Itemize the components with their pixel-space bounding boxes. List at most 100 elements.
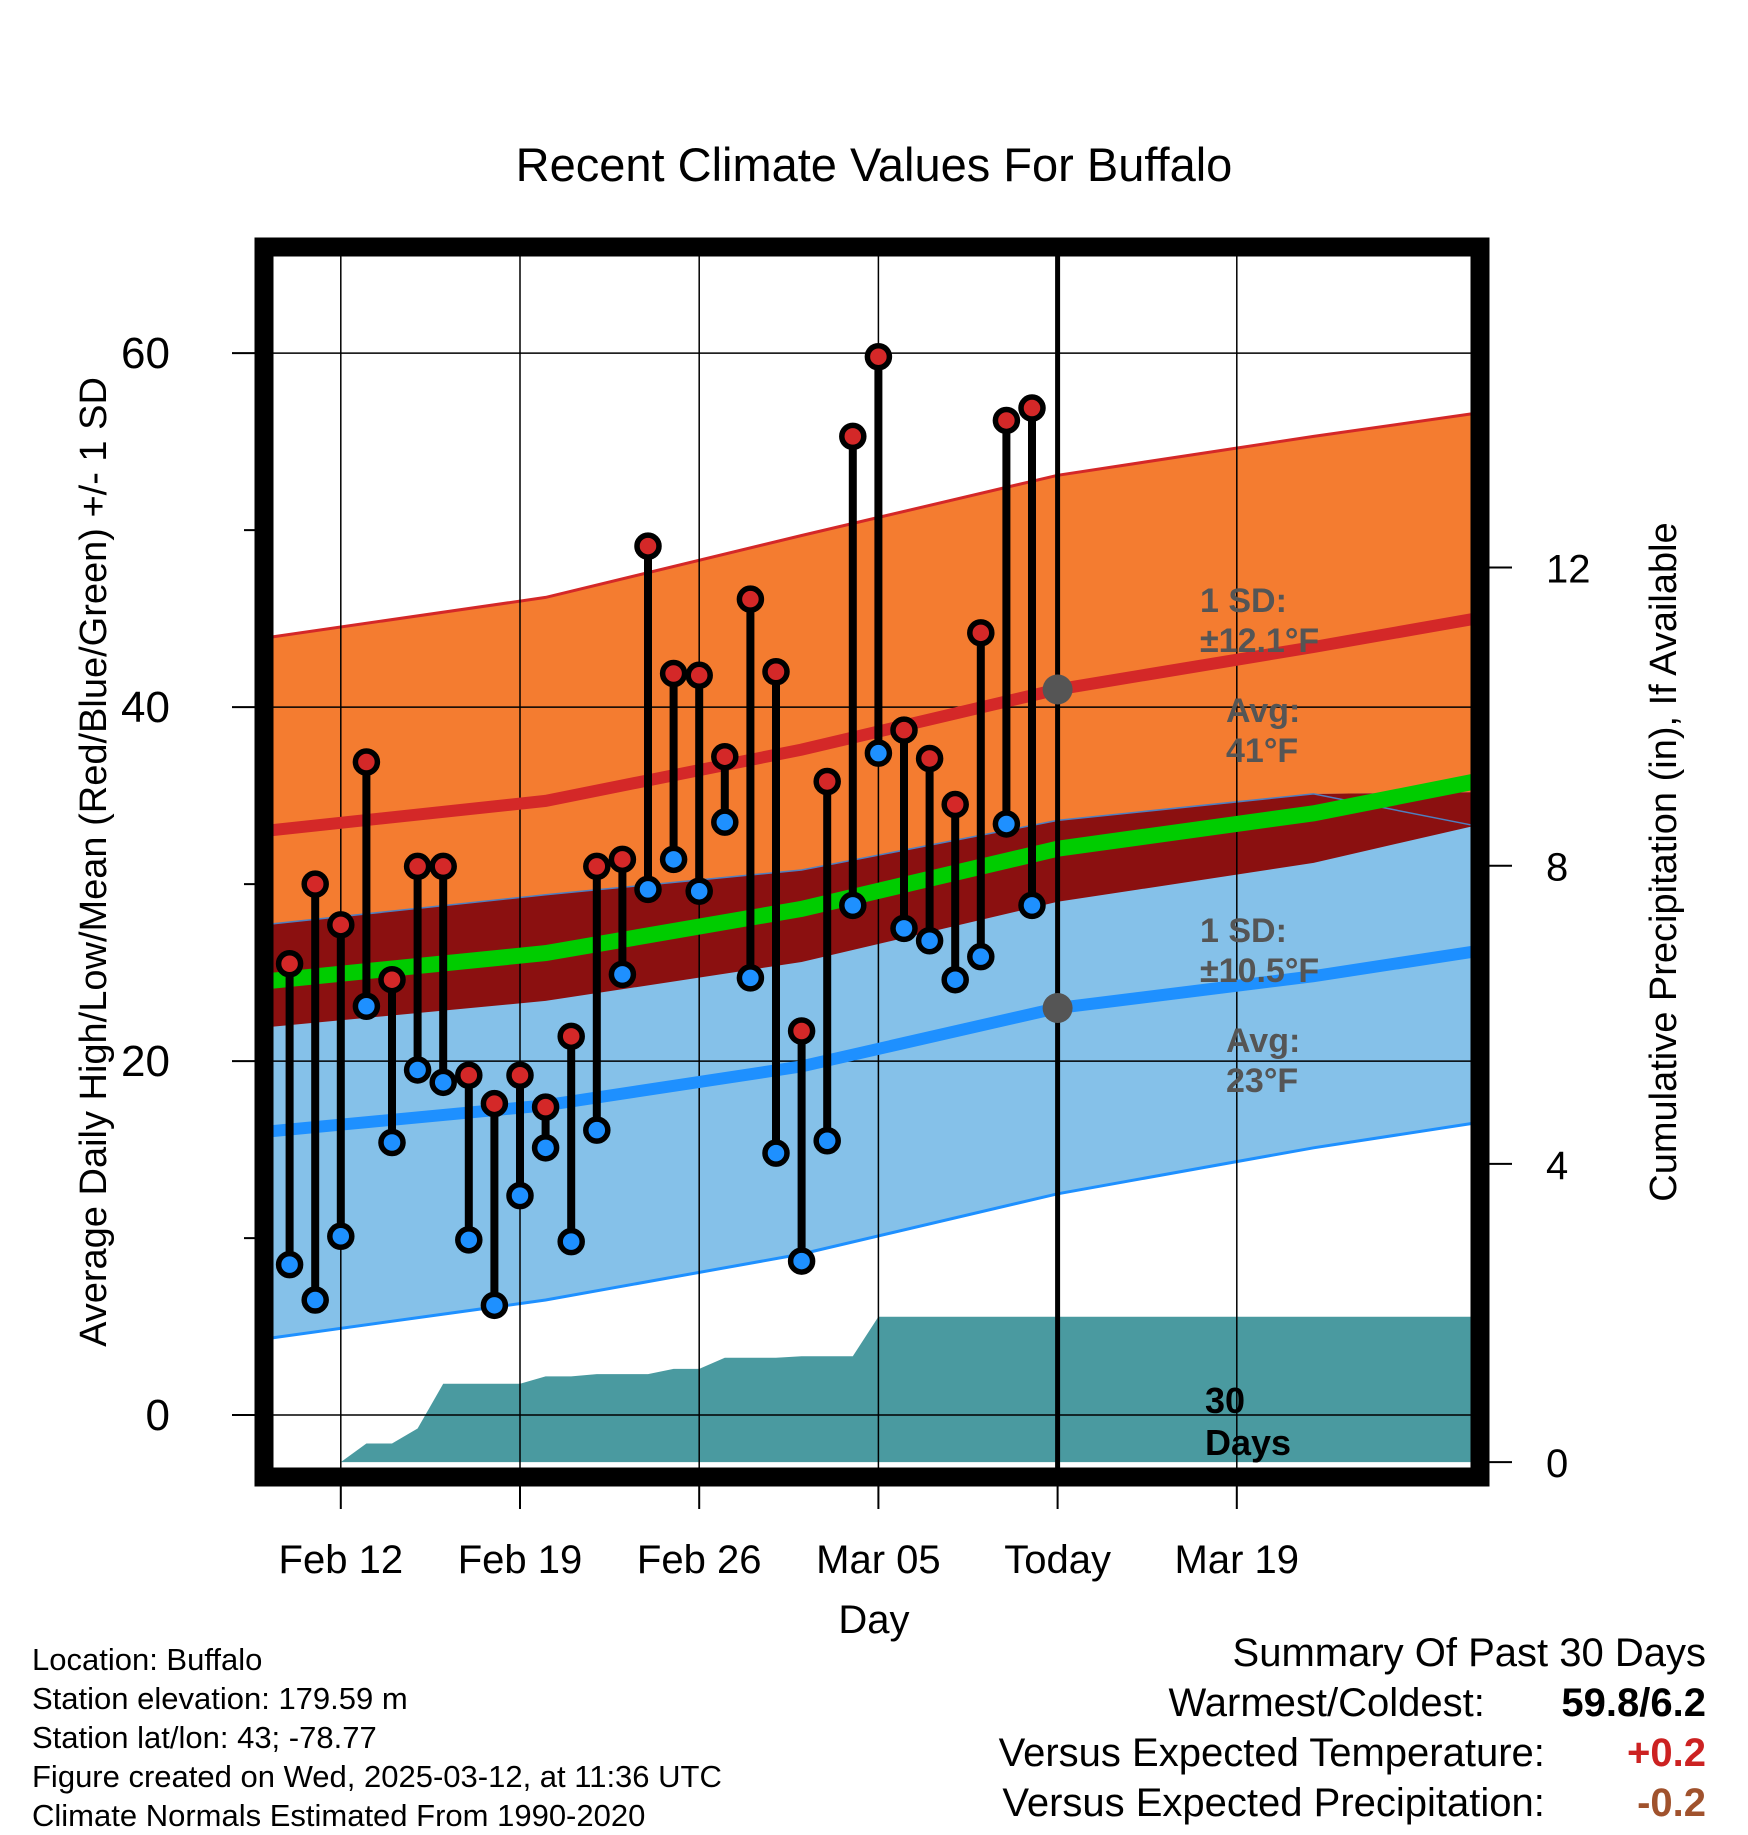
high-point — [711, 742, 739, 771]
y-tick-label: 60 — [121, 329, 170, 378]
low-point — [557, 1227, 585, 1256]
high-point — [275, 950, 304, 978]
high-point — [557, 1022, 585, 1051]
high-avg-title: Avg: — [1226, 692, 1300, 730]
latlon-text: Station lat/lon: 43; -78.77 — [32, 1720, 377, 1755]
x-tick-label: Mar 05 — [816, 1538, 941, 1582]
high-point — [506, 1061, 534, 1090]
high-point — [531, 1093, 560, 1121]
high-point — [1018, 394, 1046, 422]
y-tick-label: 40 — [121, 683, 170, 732]
y2-tick-label: 0 — [1546, 1442, 1568, 1486]
low-point — [608, 960, 637, 989]
x-tick-label: Today — [1004, 1538, 1111, 1582]
warm-cold-value: 59.8/6.2 — [1561, 1681, 1706, 1725]
low-point — [711, 808, 739, 836]
period-label-days: Days — [1205, 1422, 1291, 1463]
low-point — [762, 1139, 790, 1167]
summary-warm-cold: Warmest/Coldest: 59.8/6.2 — [999, 1678, 1707, 1728]
low-point — [941, 965, 969, 994]
precip-label: Versus Expected Precipitation: — [1002, 1781, 1545, 1825]
low-point — [455, 1226, 483, 1254]
x-tick-label: Mar 19 — [1175, 1538, 1300, 1582]
y2-tick-label: 12 — [1546, 548, 1591, 592]
high-point — [583, 852, 611, 881]
y2-tick-label: 8 — [1546, 846, 1568, 890]
low-point — [787, 1247, 816, 1275]
high-point — [941, 790, 969, 819]
high-sd-title: 1 SD: — [1200, 582, 1287, 620]
high-point — [403, 852, 432, 881]
summary-temp: Versus Expected Temperature: +0.2 — [999, 1728, 1706, 1778]
high-avg-value: 41°F — [1226, 732, 1298, 770]
low-point — [403, 1056, 432, 1084]
elevation-text: Station elevation: 179.59 m — [32, 1681, 408, 1716]
precip-value: -0.2 — [1637, 1781, 1706, 1825]
high-point — [839, 422, 867, 451]
high-point — [685, 661, 713, 690]
summary-title: Summary Of Past 30 Days — [1232, 1631, 1706, 1675]
high-avg-dot — [1042, 674, 1073, 705]
low-point — [864, 739, 893, 767]
axes: 0 20 40 60 0 4 8 12 Feb 12 Feb 19 Feb 26 Mar 05 Toda… — [121, 329, 1590, 1582]
high-normal-line — [264, 612, 1476, 837]
y2-axis-label: Cumulative Precipitation (in), If Availa… — [1643, 522, 1685, 1201]
y-axis-label: Average Daily High/Low/Mean (Red/Blue/Gr… — [73, 377, 115, 1347]
high-point — [864, 342, 893, 371]
high-point — [378, 965, 406, 994]
plot-frame — [254, 237, 1490, 1487]
low-point — [301, 1286, 329, 1314]
y-tick-label: 0 — [146, 1391, 170, 1440]
low-point — [967, 942, 995, 971]
location-text: Location: Buffalo — [32, 1642, 263, 1677]
low-avg-dot — [1042, 993, 1073, 1024]
y-tick-label: 20 — [121, 1037, 170, 1086]
low-point — [813, 1126, 841, 1155]
high-point — [762, 657, 790, 686]
today-marker — [1042, 247, 1073, 1477]
temp-value: +0.2 — [1627, 1731, 1706, 1775]
high-point — [352, 748, 381, 776]
high-point — [301, 870, 329, 898]
low-point — [839, 891, 867, 920]
station-info: Location: Buffalo Station elevation: 179… — [32, 1640, 722, 1835]
period-label-number: 30 — [1205, 1380, 1245, 1421]
high-point — [429, 852, 457, 881]
low-point — [992, 810, 1021, 838]
high-point — [634, 532, 662, 560]
low-sd-value: ±10.5°F — [1200, 952, 1319, 990]
precipitation-area — [340, 1316, 1475, 1463]
summary-precip: Versus Expected Precipitation: -0.2 — [999, 1778, 1706, 1828]
x-tick-label: Feb 26 — [637, 1538, 762, 1582]
normals-period-text: Climate Normals Estimated From 1990-2020 — [32, 1798, 646, 1833]
high-point — [480, 1089, 509, 1118]
daily-observations — [275, 342, 1046, 1320]
low-point — [659, 845, 688, 874]
high-point — [915, 744, 944, 773]
low-point — [583, 1116, 611, 1144]
x-axis-label: Day — [838, 1598, 909, 1642]
high-point — [787, 1017, 816, 1045]
low-avg-value: 23°F — [1226, 1062, 1298, 1100]
high-point — [967, 619, 995, 647]
low-point — [531, 1134, 560, 1162]
y2-tick-label: 4 — [1546, 1144, 1568, 1188]
low-point — [352, 992, 381, 1020]
low-point — [429, 1068, 457, 1097]
high-point — [736, 585, 765, 613]
high-point — [608, 845, 637, 874]
summary-panel: Summary Of Past 30 Days Warmest/Coldest:… — [999, 1628, 1706, 1828]
created-text: Figure created on Wed, 2025-03-12, at 11… — [32, 1759, 722, 1794]
high-sd-value: ±12.1°F — [1200, 622, 1319, 660]
low-sd-title: 1 SD: — [1200, 912, 1287, 950]
chart-title: Recent Climate Values For Buffalo — [516, 138, 1233, 191]
warm-cold-label: Warmest/Coldest: — [1168, 1681, 1485, 1725]
low-point — [275, 1250, 304, 1279]
low-point — [378, 1128, 406, 1157]
x-tick-label: Feb 12 — [279, 1538, 404, 1582]
x-tick-label: Feb 19 — [458, 1538, 583, 1582]
high-point — [992, 406, 1021, 435]
high-upper-edge — [264, 411, 1476, 640]
temp-label: Versus Expected Temperature: — [998, 1731, 1545, 1775]
